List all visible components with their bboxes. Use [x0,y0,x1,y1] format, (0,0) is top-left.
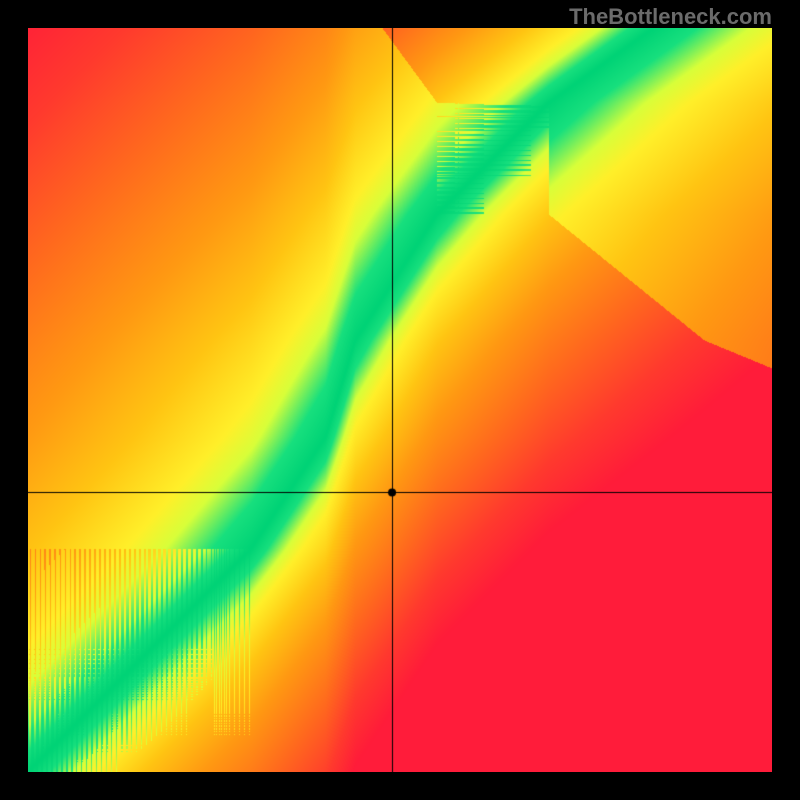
heatmap-canvas [28,28,772,772]
watermark-text: TheBottleneck.com [569,4,772,30]
heatmap-chart [28,28,772,772]
